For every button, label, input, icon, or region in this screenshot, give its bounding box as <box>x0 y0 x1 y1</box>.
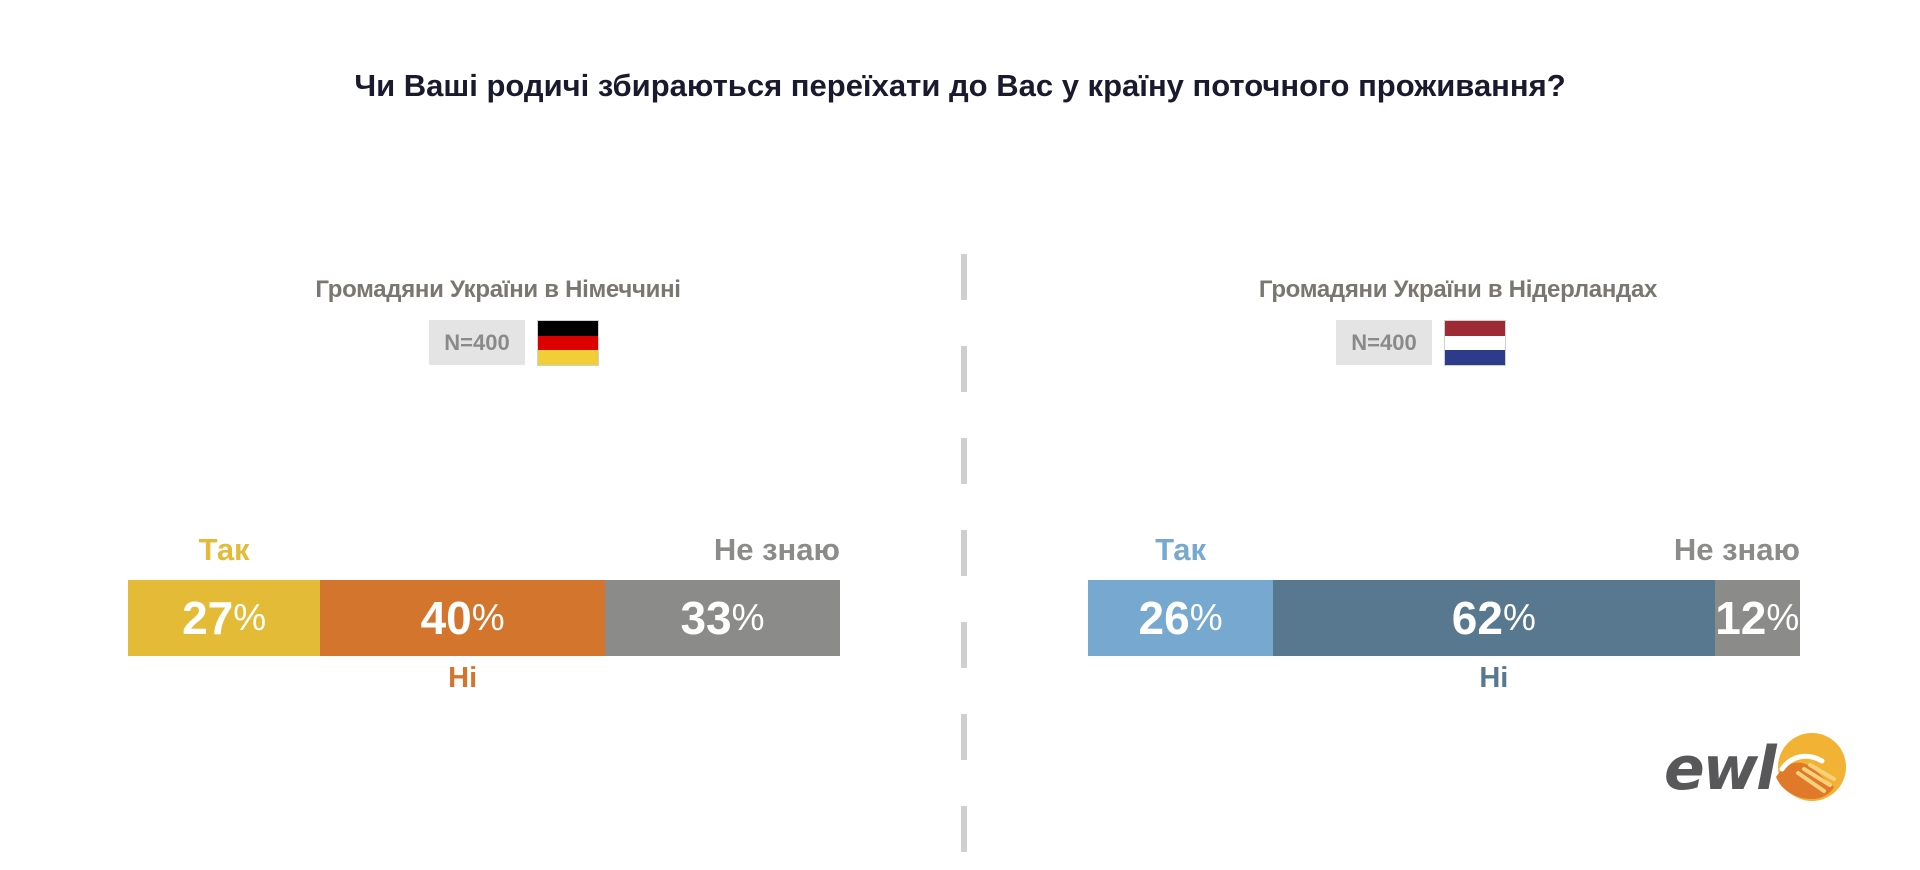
panel-germany: Громадяни України в Німеччині N=400 27% 4… <box>118 0 878 870</box>
segment-unit: % <box>233 597 267 638</box>
bar-segment: 33% <box>605 580 840 656</box>
segment-unit: % <box>731 597 765 638</box>
segment-value: 33 <box>680 592 732 644</box>
segment-unit: % <box>1189 597 1223 638</box>
bar-segment: 26% <box>1088 580 1274 656</box>
panel-divider <box>961 254 967 854</box>
category-label: Так <box>1155 532 1207 567</box>
segment-unit: % <box>1502 597 1536 638</box>
bar-segment: 40% <box>320 580 606 656</box>
stacked-bar: 26% 62% 12% <box>1088 580 1800 656</box>
netherlands-flag-icon <box>1444 320 1506 366</box>
logo-text: ewl <box>1664 734 1777 804</box>
panel-subtitle: Громадяни України в Нідерландах <box>1258 276 1658 303</box>
category-label: Ні <box>448 662 478 694</box>
category-label: Ні <box>1479 662 1509 694</box>
stacked-bar: 27% 40% 33% <box>128 580 840 656</box>
panel-subtitle: Громадяни України в Німеччині <box>315 276 681 303</box>
bar-segment: 12% <box>1714 580 1800 656</box>
panel-netherlands: Громадяни України в Нідерландах N=400 26… <box>1078 0 1838 870</box>
germany-flag-icon <box>537 320 599 366</box>
bar-segment: 62% <box>1273 580 1715 656</box>
bar-segment: 27% <box>128 580 321 656</box>
segment-unit: % <box>471 597 505 638</box>
category-label: Не знаю <box>1673 532 1800 567</box>
sample-size-badge: N=400 <box>429 320 525 365</box>
segment-value: 40 <box>420 592 472 644</box>
handshake-icon <box>1776 733 1846 801</box>
category-label: Так <box>198 532 250 567</box>
segment-value: 27 <box>182 592 234 644</box>
chart-title: Чи Ваші родичі збираються переїхати до В… <box>354 68 1566 103</box>
segment-unit: % <box>1766 597 1800 638</box>
segment-value: 62 <box>1451 592 1503 644</box>
segment-value: 12 <box>1715 592 1767 644</box>
category-label: Не знаю <box>713 532 840 567</box>
sample-size-badge: N=400 <box>1336 320 1432 365</box>
segment-value: 26 <box>1138 592 1190 644</box>
